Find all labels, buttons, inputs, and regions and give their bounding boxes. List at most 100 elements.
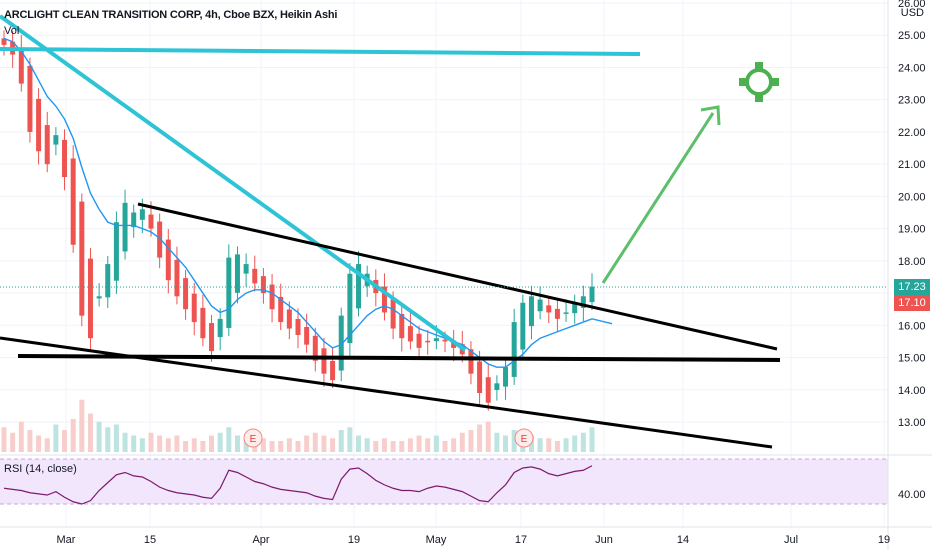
candle-body [546,305,552,313]
candle-body [330,360,336,381]
price-tick-label: 22.00 [898,127,926,139]
candle-body [269,284,275,310]
volume-bar [269,441,275,452]
projection-arrowhead [700,105,721,126]
time-tick-label: 14 [677,534,689,546]
candle-body [79,201,85,316]
volume-bar [87,413,93,452]
candle-body [572,302,578,314]
volume-bar [503,435,509,452]
candle-body [165,239,171,281]
candle-body [381,286,387,313]
volume-bar [226,427,232,452]
candle-body [304,326,310,345]
volume-bar [572,435,578,452]
volume-bar [494,432,500,452]
target-tick-top [755,62,763,71]
volume-bar [373,441,379,452]
volume-bar [27,430,33,452]
rsi-tick-label: 40.00 [898,489,926,501]
volume-bar [174,435,180,452]
candle-body [148,214,154,229]
target-tick-left [739,78,748,86]
price-tick-label: 13.00 [898,417,926,429]
candle-body [528,296,534,327]
time-tick-label: May [426,534,447,546]
volume-bar [278,441,284,452]
volume-bar [537,438,543,452]
candle-body [18,48,24,84]
volume-bar [312,432,318,452]
volume-bar [338,430,344,452]
volume-bar [381,438,387,452]
earnings-marker[interactable]: E [243,428,263,448]
candle-body [113,222,119,281]
earnings-badge [243,428,263,448]
crosshair-target-icon[interactable] [739,62,779,102]
candle-body [122,202,128,252]
candle-body [407,326,413,342]
candle-body [537,299,543,312]
vol-label: Vol [4,25,20,37]
candle-body [53,135,59,145]
candle-body [217,318,223,338]
volume-bar [157,435,163,452]
volume-bar [442,441,448,452]
volume-bar [364,438,370,452]
volume-bar [321,435,327,452]
last-price-tag: 17.23 [894,279,930,295]
price-tick-label: 24.00 [898,62,926,74]
volume-bar [407,438,413,452]
volume-bar [217,432,223,452]
volume-bar [554,441,560,452]
candle-body [62,139,68,178]
volume-bar [209,435,215,452]
candle-body [131,212,137,228]
candle-body [589,286,595,303]
volume-bar [70,419,76,452]
volume-bar [356,435,362,452]
volume-bar [425,438,431,452]
volume-bar [330,438,336,452]
volume-bar [459,432,465,452]
candle-body [563,312,569,314]
candle-body [243,264,249,274]
price-tick-label: 21.00 [898,159,926,171]
candle-body [234,254,240,293]
wedge-lower-line[interactable] [0,336,773,449]
candles [1,30,595,411]
earnings-marker[interactable]: E [514,428,534,448]
time-tick-label: Apr [252,534,269,546]
candle-body [433,338,439,342]
volume-bar [304,435,310,452]
candle-body [390,299,396,329]
candle-body [1,38,7,45]
candle-body [312,335,318,361]
support-line[interactable] [17,354,781,362]
chart-title: ARCLIGHT CLEAN TRANSITION CORP, 4h, Cboe… [4,9,338,21]
prev-price-tag: 17.10 [894,295,930,311]
cyan-downtrend-line[interactable] [0,14,467,352]
volume-bar [546,438,552,452]
candle-body [321,348,327,374]
volume-bar [468,430,474,452]
candle-body [399,314,405,339]
projection-arrow[interactable] [601,105,721,284]
candle-body [226,257,232,328]
price-tick-label: 14.00 [898,385,926,397]
candle-body [139,209,145,220]
drawings[interactable] [0,14,781,449]
volume-bar [243,438,249,452]
volume-bar [234,435,240,452]
candle-body [105,264,111,298]
price-tick-label: 25.00 [898,30,926,42]
time-tick-label: Jul [784,534,798,546]
volume-bars [1,399,595,452]
wedge-upper-line[interactable] [137,202,778,351]
cyan-horizontal-line[interactable] [0,47,641,56]
candle-body [200,307,206,339]
candle-body [494,383,500,390]
